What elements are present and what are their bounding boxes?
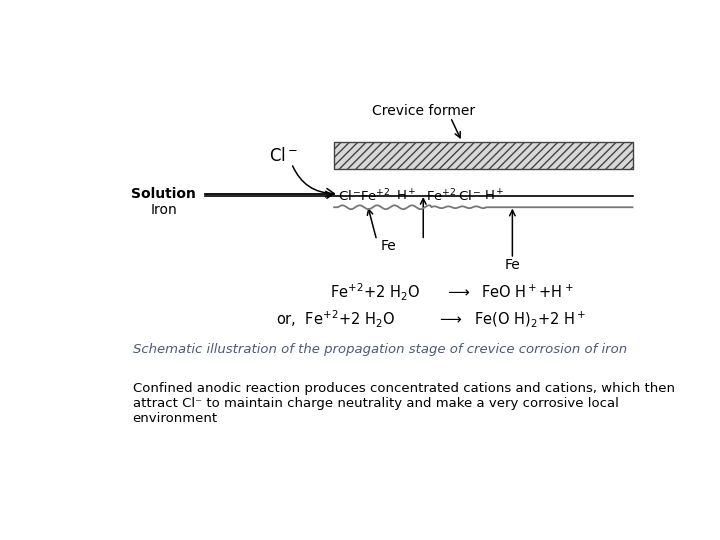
Text: $\longrightarrow$: $\longrightarrow$: [437, 312, 464, 326]
Text: Fe: Fe: [380, 239, 396, 253]
Text: Fe: Fe: [505, 258, 521, 272]
Text: H$^+$: H$^+$: [396, 188, 417, 204]
Text: environment: environment: [132, 413, 217, 426]
FancyArrowPatch shape: [292, 166, 334, 198]
Text: or,  Fe$^{+2}$+2 H$_2$O: or, Fe$^{+2}$+2 H$_2$O: [276, 308, 395, 329]
Text: Schematic illustration of the propagation stage of crevice corrosion of iron: Schematic illustration of the propagatio…: [132, 343, 626, 356]
Text: Cl$^-$: Cl$^-$: [338, 188, 361, 202]
Text: Cl$^-$: Cl$^-$: [458, 188, 482, 202]
Text: Iron: Iron: [150, 202, 177, 217]
Text: Cl$^-$: Cl$^-$: [269, 147, 298, 165]
Text: Confined anodic reaction produces concentrated cations and cations, which then: Confined anodic reaction produces concen…: [132, 382, 675, 395]
Text: Fe$^{+2}$: Fe$^{+2}$: [360, 187, 390, 204]
Text: Fe$^{+2}$+2 H$_2$O: Fe$^{+2}$+2 H$_2$O: [330, 281, 420, 302]
Text: Fe$^{+2}$: Fe$^{+2}$: [426, 187, 456, 204]
Text: Fe(O H)$_2$+2 H$^+$: Fe(O H)$_2$+2 H$^+$: [474, 309, 585, 329]
Text: H$^+$: H$^+$: [485, 188, 505, 204]
Text: FeO H$^+$+H$^+$: FeO H$^+$+H$^+$: [482, 284, 574, 301]
Text: $\longrightarrow$: $\longrightarrow$: [445, 285, 471, 300]
Bar: [334, 142, 632, 168]
Text: attract Cl⁻ to maintain charge neutrality and make a very corrosive local: attract Cl⁻ to maintain charge neutralit…: [132, 397, 618, 410]
Text: Crevice former: Crevice former: [372, 104, 474, 118]
Text: Solution: Solution: [131, 187, 196, 201]
